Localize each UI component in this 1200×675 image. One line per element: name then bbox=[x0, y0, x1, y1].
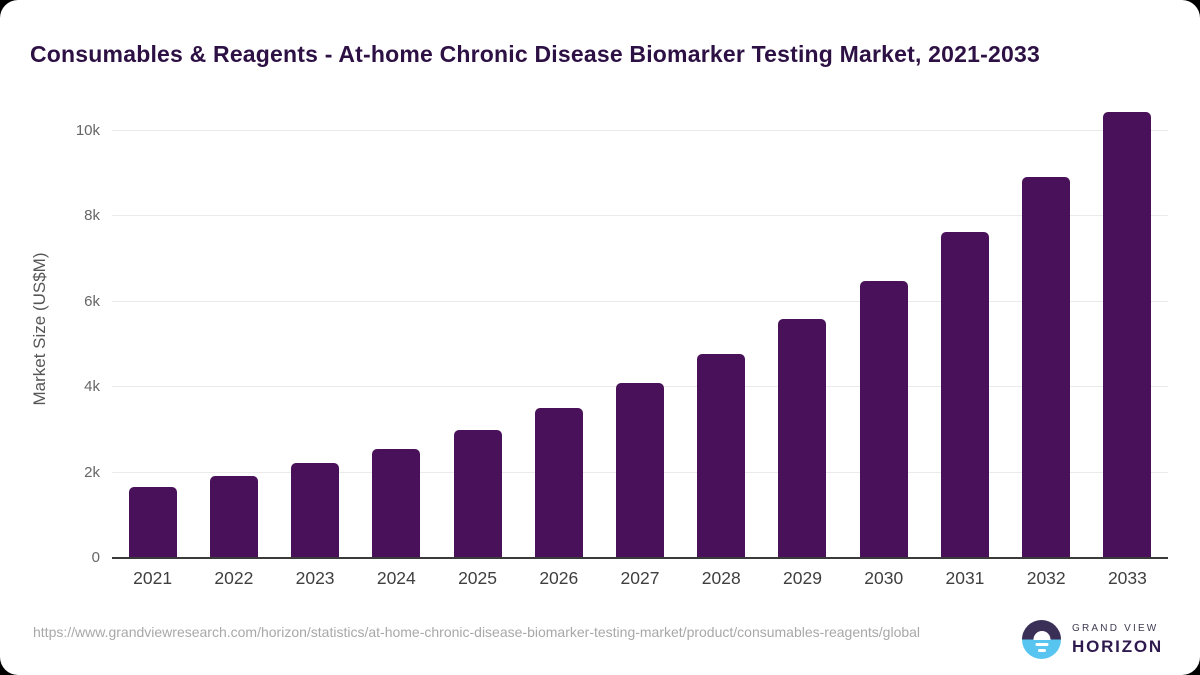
source-url: https://www.grandviewresearch.com/horizo… bbox=[33, 624, 921, 640]
brand-name-bottom: HORIZON bbox=[1072, 636, 1163, 656]
bars bbox=[112, 100, 1168, 558]
bar-band-2031 bbox=[924, 100, 1005, 558]
x-label-2030: 2030 bbox=[864, 568, 904, 588]
bar-band-2022 bbox=[193, 100, 274, 558]
gridline-6k bbox=[112, 300, 1168, 302]
brand-name: GRAND VIEW HORIZON bbox=[1072, 623, 1163, 657]
bar-2025[interactable] bbox=[453, 430, 502, 558]
y-tick-label-8k: 8k bbox=[84, 207, 100, 224]
bar-2032[interactable] bbox=[1022, 176, 1071, 558]
bar-band-2023 bbox=[274, 100, 355, 558]
gridline-10k bbox=[112, 129, 1168, 131]
x-label-2022: 2022 bbox=[214, 568, 254, 588]
y-tick-label-2k: 2k bbox=[84, 463, 100, 481]
y-tick-label-6k: 6k bbox=[84, 292, 100, 310]
bar-2027[interactable] bbox=[616, 383, 665, 558]
y-tick-label-0: 0 bbox=[91, 549, 100, 566]
bar-2021[interactable] bbox=[128, 486, 177, 558]
bar-band-2030 bbox=[843, 100, 924, 558]
gridline-8k bbox=[112, 215, 1168, 216]
y-tick-label-4k: 4k bbox=[84, 378, 100, 395]
brand-logo: GRAND VIEW HORIZON bbox=[1022, 620, 1163, 659]
x-label-2026: 2026 bbox=[539, 568, 579, 588]
y-axis-tick-labels: 0 2k 4k 6k 8k 10k bbox=[0, 100, 100, 567]
x-label-2027: 2027 bbox=[620, 568, 660, 588]
reflection-line-1 bbox=[1035, 643, 1048, 646]
bar-band-2027 bbox=[599, 100, 680, 558]
x-label-2021: 2021 bbox=[133, 568, 173, 588]
bar-band-2029 bbox=[762, 100, 843, 558]
bar-2030[interactable] bbox=[859, 280, 908, 558]
bar-band-2033 bbox=[1087, 100, 1168, 558]
bar-2022[interactable] bbox=[209, 476, 258, 558]
brand-name-top: GRAND VIEW bbox=[1072, 622, 1159, 634]
bar-2033[interactable] bbox=[1103, 111, 1152, 558]
x-label-2029: 2029 bbox=[783, 568, 822, 588]
sun-dome-shape bbox=[1033, 630, 1050, 640]
bar-2026[interactable] bbox=[534, 408, 583, 558]
bar-2031[interactable] bbox=[940, 231, 989, 558]
bar-2029[interactable] bbox=[778, 319, 827, 558]
chart-title: Consumables & Reagents - At-home Chronic… bbox=[30, 41, 1040, 68]
plot-area bbox=[112, 100, 1168, 559]
bar-band-2028 bbox=[681, 100, 762, 558]
bar-band-2032 bbox=[1006, 100, 1087, 558]
x-label-2023: 2023 bbox=[295, 568, 335, 588]
x-axis-labels: 2021 2022 2023 2024 2025 2026 2027 2028 2029 2030… bbox=[112, 568, 1168, 589]
x-axis-line bbox=[112, 557, 1168, 559]
bar-band-2021 bbox=[112, 100, 193, 558]
y-tick-label-10k: 10k bbox=[75, 121, 100, 139]
bar-band-2025 bbox=[437, 100, 518, 558]
bar-2023[interactable] bbox=[291, 463, 340, 558]
x-label-2024: 2024 bbox=[376, 568, 416, 588]
bar-band-2024 bbox=[356, 100, 437, 558]
x-label-2031: 2031 bbox=[945, 568, 985, 588]
bar-band-2026 bbox=[518, 100, 599, 558]
bar-2028[interactable] bbox=[697, 354, 746, 558]
x-label-2025: 2025 bbox=[458, 568, 498, 588]
reflection-line-2 bbox=[1037, 648, 1046, 652]
horizon-sunrise-icon bbox=[1022, 620, 1061, 659]
bar-2024[interactable] bbox=[372, 448, 421, 558]
x-label-2032: 2032 bbox=[1026, 568, 1066, 588]
x-label-2028: 2028 bbox=[701, 568, 741, 588]
x-label-2033: 2033 bbox=[1107, 568, 1147, 588]
